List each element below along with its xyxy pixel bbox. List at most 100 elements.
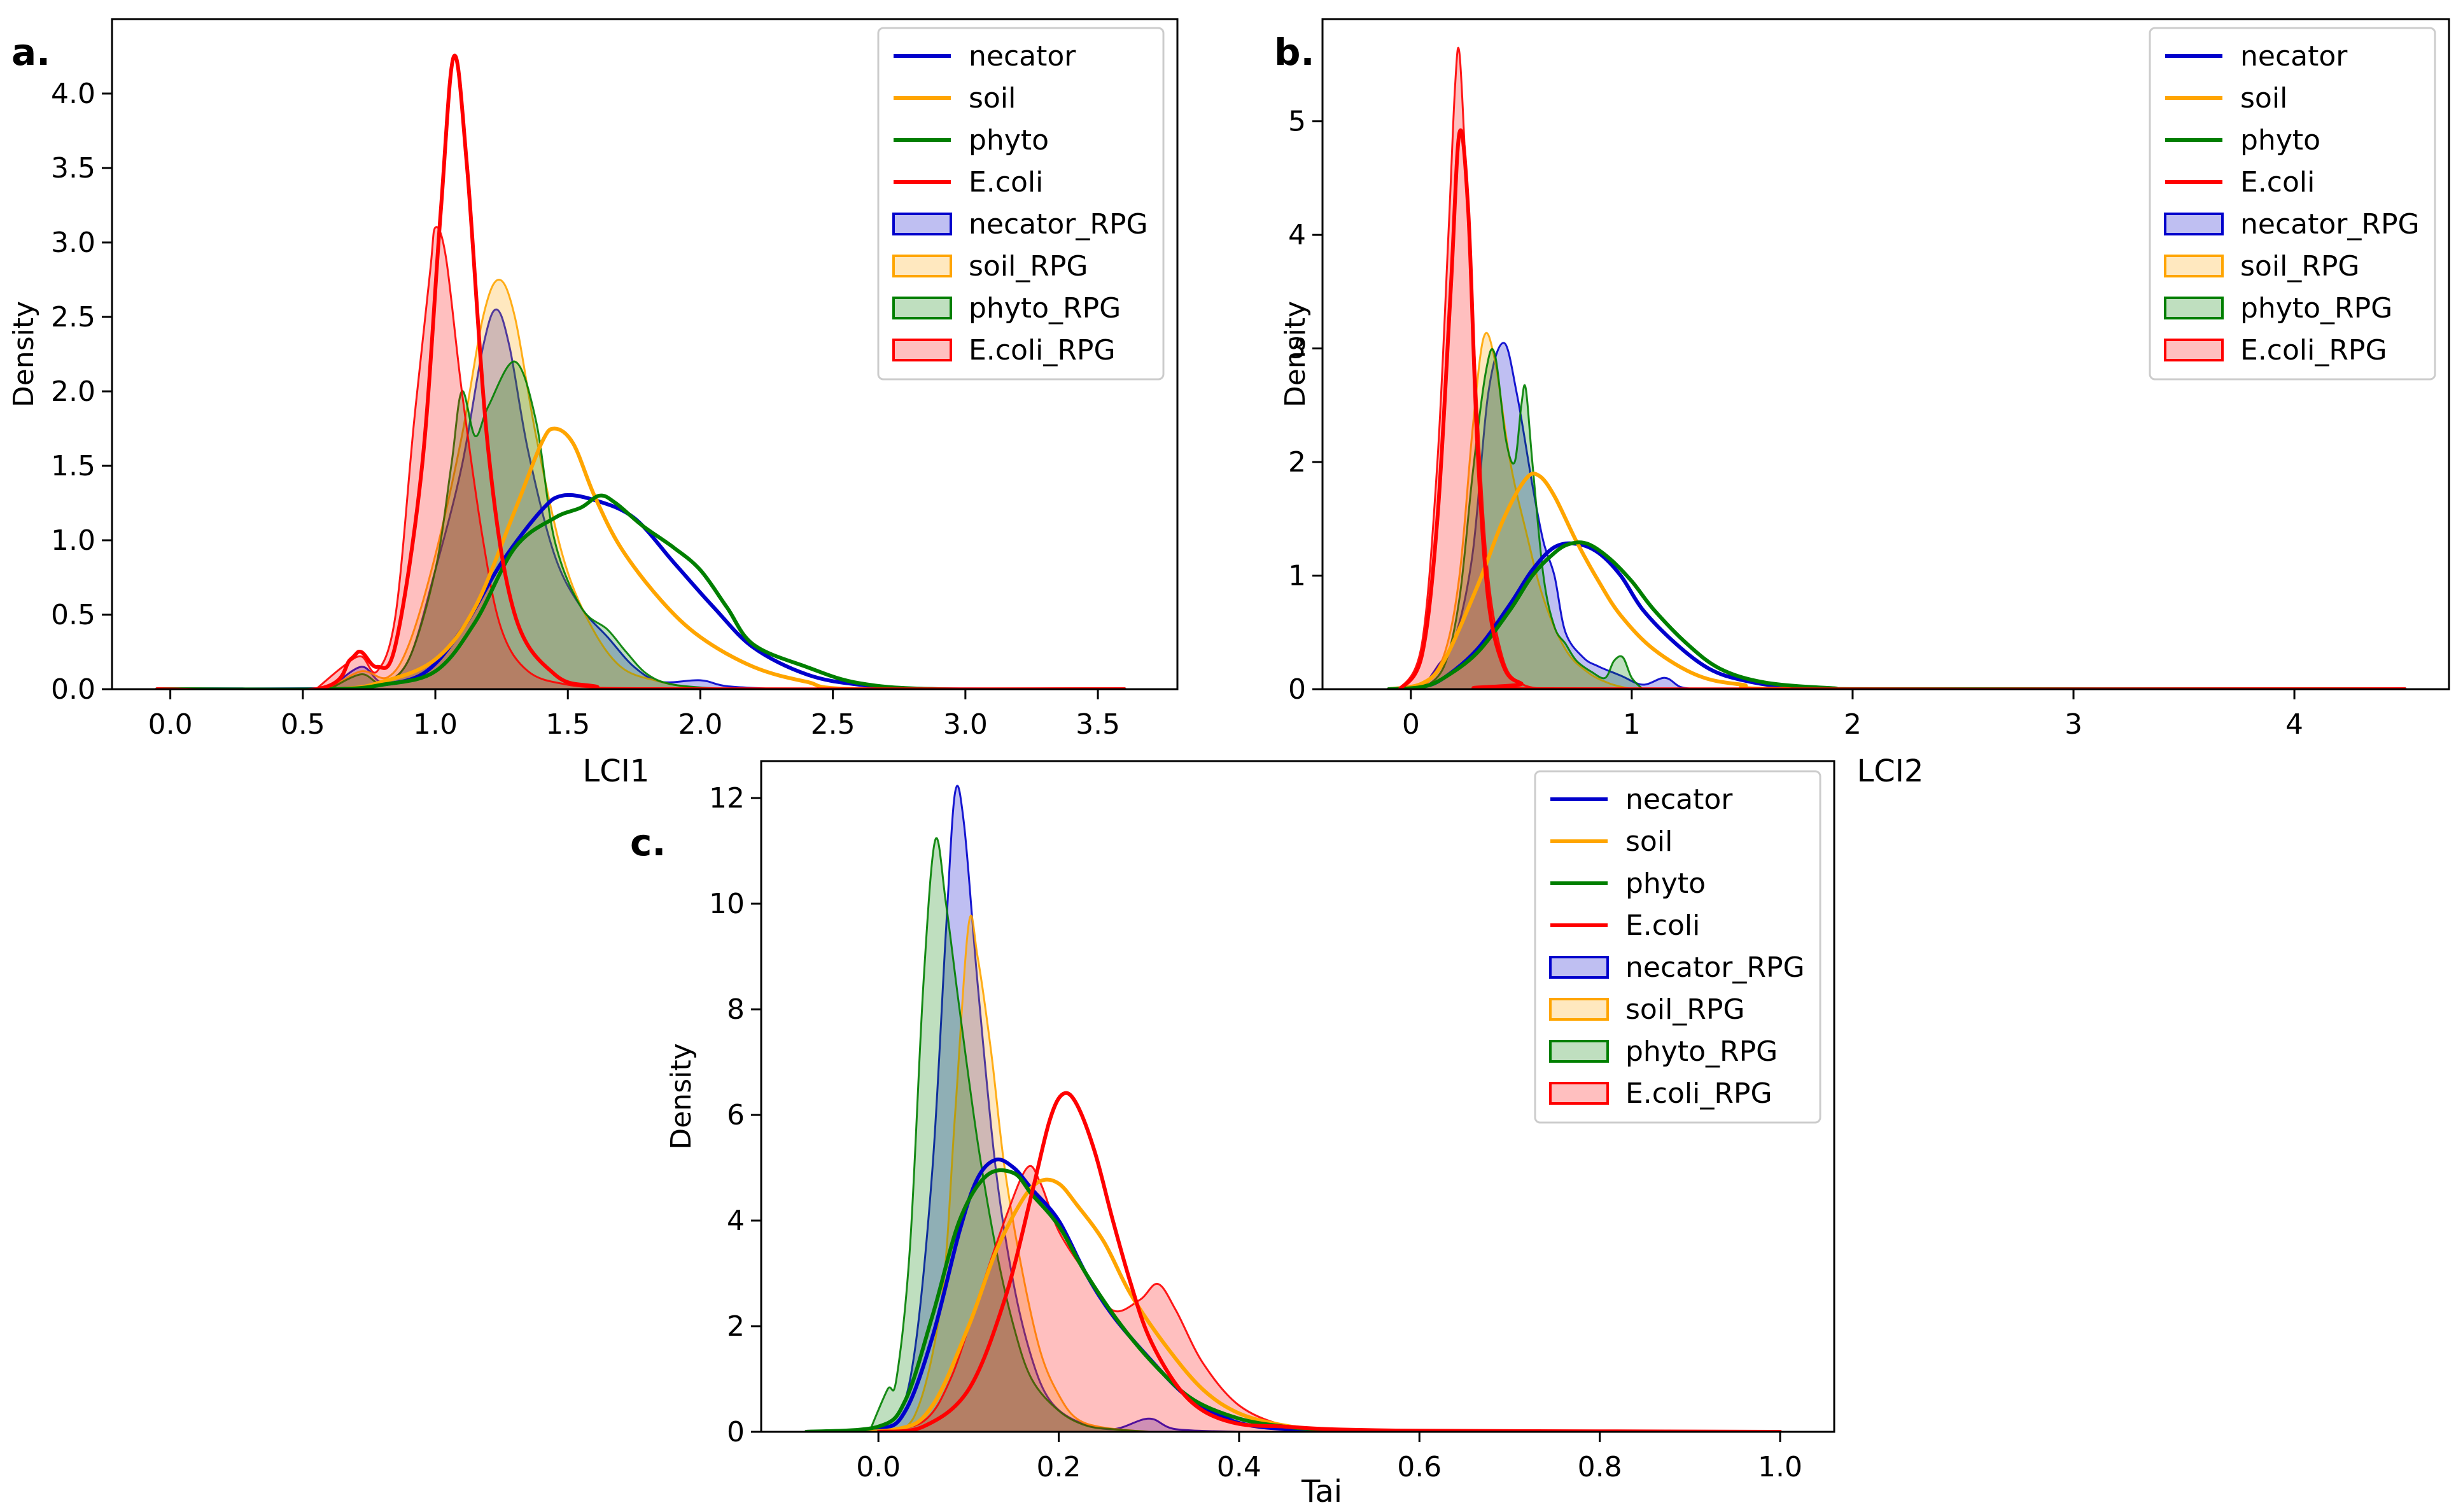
legend-entry-label: necator_RPG: [969, 208, 1148, 241]
legend-swatch-fill: [1549, 1040, 1609, 1063]
legend-entry-label: necator: [2240, 40, 2348, 73]
x-tick-label: 3.5: [1076, 708, 1120, 741]
y-tick-label: 4: [1288, 219, 1306, 251]
legend-entry-label: soil: [1625, 825, 1673, 858]
chart-panel-lci1: 0.0 0.5 1.0 1.5 2.0 2.5 3.0 3.5 0.0 0.5 1.0 1.5 2.0 2…: [8, 18, 1179, 789]
x-tick-label: 4: [2285, 708, 2303, 741]
series-outline-soil_rpg: [328, 278, 701, 689]
x-tick-label: 0.0: [856, 1451, 901, 1483]
series-line-ecoli: [1398, 128, 2407, 689]
series-outline-phyto_rpg: [328, 360, 727, 689]
chart-panel-tai: 0.0 0.2 0.4 0.6 0.8 1.0 0 2 4 6 8 10 12 Tai Density nec…: [665, 760, 1835, 1509]
series-line-soil: [155, 426, 1126, 689]
legend: necator soil phyto E.coli necator_RPG soil_RP…: [877, 27, 1165, 381]
y-axis-label: Density: [1279, 301, 1312, 407]
x-tick-label: 2: [1844, 708, 1862, 741]
legend-frame: [1534, 770, 1821, 1124]
y-tick-label: 1.5: [51, 450, 95, 482]
legend-entry-label: necator_RPG: [2240, 208, 2420, 241]
x-axis-label: LCI1: [583, 753, 650, 789]
legend-entry-label: soil: [2240, 82, 2287, 115]
legend-entry-label: E.coli: [969, 166, 1043, 199]
y-tick-label: 0: [1288, 673, 1306, 706]
legend-frame: [2149, 27, 2436, 381]
y-tick-label: 2.5: [51, 301, 95, 333]
series-fill-necator_rpg: [329, 309, 780, 689]
legend-swatch-fill: [2164, 255, 2224, 277]
series-fill-phyto_rpg: [1422, 349, 1643, 689]
series-fill-ecoli_rpg: [878, 1166, 1780, 1432]
x-tick-label: 2.0: [678, 708, 722, 741]
legend-swatch-fill: [1549, 1082, 1609, 1105]
legend-entry-label: phyto: [969, 124, 1049, 157]
plot-area: [155, 53, 1126, 689]
legend-swatch-fill: [2164, 213, 2224, 235]
axes-frame: [111, 18, 1179, 690]
legend-swatch-fill: [2164, 297, 2224, 319]
y-axis-label: Density: [8, 301, 40, 407]
legend-entry-label: soil_RPG: [1625, 993, 1745, 1026]
legend-swatch-fill: [892, 339, 952, 361]
legend-swatch-fill: [892, 213, 952, 235]
legend-entry-label: E.coli: [1625, 909, 1700, 942]
series-outline-phyto_rpg: [1421, 348, 1644, 689]
legend-entry-label: phyto: [2240, 124, 2320, 157]
x-tick-label: 0.0: [148, 708, 193, 741]
legend-entry-label: E.coli_RPG: [969, 334, 1116, 367]
x-tick-label: 0.2: [1037, 1451, 1081, 1483]
legend-entry-label: necator: [1625, 783, 1733, 816]
legend-swatch-fill: [2164, 339, 2224, 361]
y-tick-label: 3.5: [51, 152, 95, 185]
series-outline-phyto_rpg: [868, 837, 1149, 1432]
legend-entry-label: E.coli_RPG: [2240, 334, 2387, 367]
y-tick-label: 2: [1288, 446, 1306, 479]
legend-swatch-fill: [892, 297, 952, 319]
axes-frame: [1321, 18, 2450, 690]
legend: necator soil phyto E.coli necator_RPG soil_RP…: [1534, 770, 1821, 1124]
y-tick-label: 5: [1288, 106, 1306, 138]
legend-swatch-fill: [1549, 956, 1609, 979]
legend-entry-label: phyto_RPG: [1625, 1035, 1778, 1068]
series-line-ecoli: [876, 1091, 1782, 1432]
x-tick-label: 3: [2065, 708, 2082, 741]
series-line-phyto: [155, 493, 1126, 689]
y-tick-label: 4.0: [51, 78, 95, 110]
y-tick-label: 3.0: [51, 227, 95, 259]
legend-entry-label: phyto_RPG: [969, 292, 1121, 325]
y-tick-label: 4: [727, 1205, 745, 1237]
series-line-soil: [1387, 472, 2407, 689]
legend-entry-label: necator_RPG: [1625, 951, 1805, 984]
x-axis-label: LCI2: [1857, 753, 1924, 789]
y-tick-label: 2: [727, 1310, 745, 1343]
x-tick-label: 3.0: [943, 708, 988, 741]
y-tick-label: 1: [1288, 560, 1306, 592]
series-outline-soil_rpg: [878, 914, 1149, 1432]
legend-entry-label: necator: [969, 40, 1076, 73]
y-tick-label: 6: [727, 1099, 745, 1131]
y-tick-label: 0.5: [51, 599, 95, 631]
series-fill-phyto_rpg: [869, 837, 1149, 1432]
series-outline-ecoli_rpg: [315, 226, 621, 689]
panel-label-c: c.: [630, 821, 666, 864]
y-tick-label: 8: [727, 993, 745, 1026]
series-fill-necator_rpg: [860, 785, 1239, 1432]
y-tick-label: 12: [709, 782, 745, 815]
legend-frame: [877, 27, 1165, 381]
y-axis-label: Density: [665, 1043, 698, 1149]
x-tick-label: 0.5: [281, 708, 325, 741]
panel-label-b: b.: [1274, 31, 1315, 74]
legend-entry-label: phyto: [1625, 867, 1706, 900]
legend-swatch-fill: [1549, 998, 1609, 1021]
x-tick-label: 0: [1402, 708, 1420, 741]
legend: necator soil phyto E.coli necator_RPG soil_RP…: [2149, 27, 2436, 381]
series-fill-ecoli_rpg: [316, 227, 621, 689]
y-tick-label: 1.0: [51, 524, 95, 557]
y-tick-label: 0: [727, 1416, 745, 1448]
legend-entry-label: phyto_RPG: [2240, 292, 2392, 325]
axes-frame: [760, 760, 1835, 1433]
legend-entry-label: soil_RPG: [969, 250, 1088, 283]
legend-entry-label: E.coli: [2240, 166, 2315, 199]
series-outline-necator_rpg: [1421, 342, 1699, 689]
series-line-ecoli: [155, 53, 1126, 689]
x-tick-label: 1.0: [1758, 1451, 1802, 1483]
